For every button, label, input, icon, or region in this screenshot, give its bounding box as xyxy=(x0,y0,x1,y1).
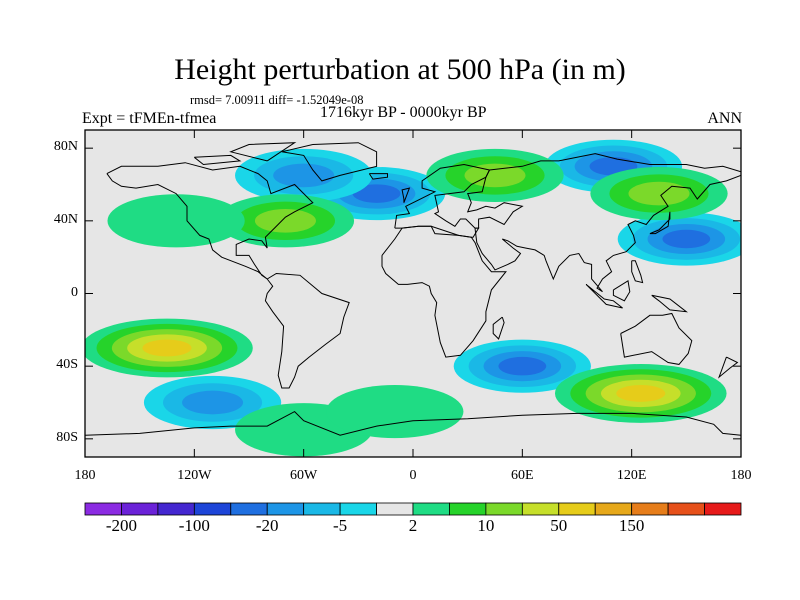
lon-tick-label: 60W xyxy=(290,468,318,483)
lon-tick-label: 120E xyxy=(616,468,647,483)
high-anomaly-contour xyxy=(464,163,526,188)
coastline-path xyxy=(85,410,741,436)
colorbar-swatch xyxy=(193,502,232,516)
colorbar-swatch xyxy=(558,502,596,516)
high-anomaly-contour xyxy=(107,194,245,248)
high-anomaly-contour xyxy=(628,181,690,206)
low-anomaly-contour xyxy=(662,229,711,249)
coastline-path xyxy=(649,211,671,235)
low-anomaly-contour xyxy=(182,390,244,415)
coastline-path xyxy=(368,173,388,180)
colorbar-label: -5 xyxy=(333,516,348,535)
lat-tick-label: 40N xyxy=(53,211,78,227)
lat-tick-label: 80N xyxy=(53,139,78,155)
colorbar-swatch xyxy=(84,502,122,516)
coastline-path xyxy=(585,284,623,309)
low-anomaly-contour xyxy=(352,184,401,203)
colorbar-swatch xyxy=(230,502,268,516)
experiment-label: Expt = tFMEn-tfmea xyxy=(82,110,217,127)
coastline-path xyxy=(281,142,378,182)
coastline-path xyxy=(466,153,741,293)
low-anomaly-contour xyxy=(498,356,547,376)
coastline-path xyxy=(381,225,507,358)
coastline-path xyxy=(651,294,689,313)
season-label: ANN xyxy=(707,110,742,127)
colorbar-label: 150 xyxy=(618,516,645,535)
colorbar-swatch xyxy=(157,502,195,516)
colorbar-swatch xyxy=(412,502,450,516)
coastline-path xyxy=(264,272,350,389)
coastline-path xyxy=(612,279,631,302)
lat-tick-label: 40S xyxy=(56,357,78,373)
colorbar-label: -200 xyxy=(105,516,138,535)
colorbar xyxy=(84,502,742,516)
chart-title: Height perturbation at 500 hPa (in m) xyxy=(174,53,626,86)
high-anomaly-contour xyxy=(326,384,464,439)
colorbar-swatch xyxy=(485,502,523,516)
colorbar-swatch xyxy=(667,502,705,516)
colorbar-label: 2 xyxy=(408,516,418,535)
lat-tick-label: 0 xyxy=(71,284,78,300)
colorbar-swatch xyxy=(121,502,159,516)
coastline-path xyxy=(492,316,505,340)
colorbar-swatch xyxy=(376,502,414,516)
stats-text: rmsd= 7.00911 diff= -1.52049e-08 xyxy=(190,93,364,107)
coastline-path xyxy=(717,356,739,379)
low-anomaly-contour xyxy=(273,163,335,188)
lon-tick-label: 180 xyxy=(74,468,96,483)
high-anomaly-contour xyxy=(142,339,192,357)
lon-tick-label: 120W xyxy=(177,468,212,483)
colorbar-swatch xyxy=(449,502,487,516)
coastline-path xyxy=(229,142,297,162)
colorbar-label: 50 xyxy=(550,516,568,535)
lon-tick-label: 0 xyxy=(409,468,417,483)
coastline-path xyxy=(106,162,314,280)
colorbar-label: -100 xyxy=(178,516,210,535)
colorbar-swatch xyxy=(521,502,560,516)
coastline-path xyxy=(620,312,693,365)
colorbar-label: 10 xyxy=(477,516,495,535)
colorbar-swatch xyxy=(631,502,669,516)
colorbar-swatch xyxy=(594,502,633,516)
lon-tick-label: 60E xyxy=(511,468,534,483)
colorbar-label: -20 xyxy=(255,516,279,535)
axis-ticks xyxy=(84,130,742,457)
high-anomaly-contour xyxy=(254,209,316,233)
high-anomaly-contour xyxy=(616,385,666,402)
contour-field xyxy=(85,139,741,457)
colorbar-swatch xyxy=(339,502,377,516)
coastline-path xyxy=(193,154,242,166)
lat-tick-label: 80S xyxy=(56,429,78,445)
colorbar-swatch xyxy=(303,502,341,516)
lon-tick-label: 180 xyxy=(730,468,752,483)
colorbar-swatch xyxy=(704,502,742,516)
coastline-path xyxy=(631,260,644,284)
coastlines xyxy=(85,142,741,436)
colorbar-swatch xyxy=(266,502,305,516)
coastline-path xyxy=(401,187,411,203)
period-label: 1716kyr BP - 0000kyr BP xyxy=(320,104,487,121)
